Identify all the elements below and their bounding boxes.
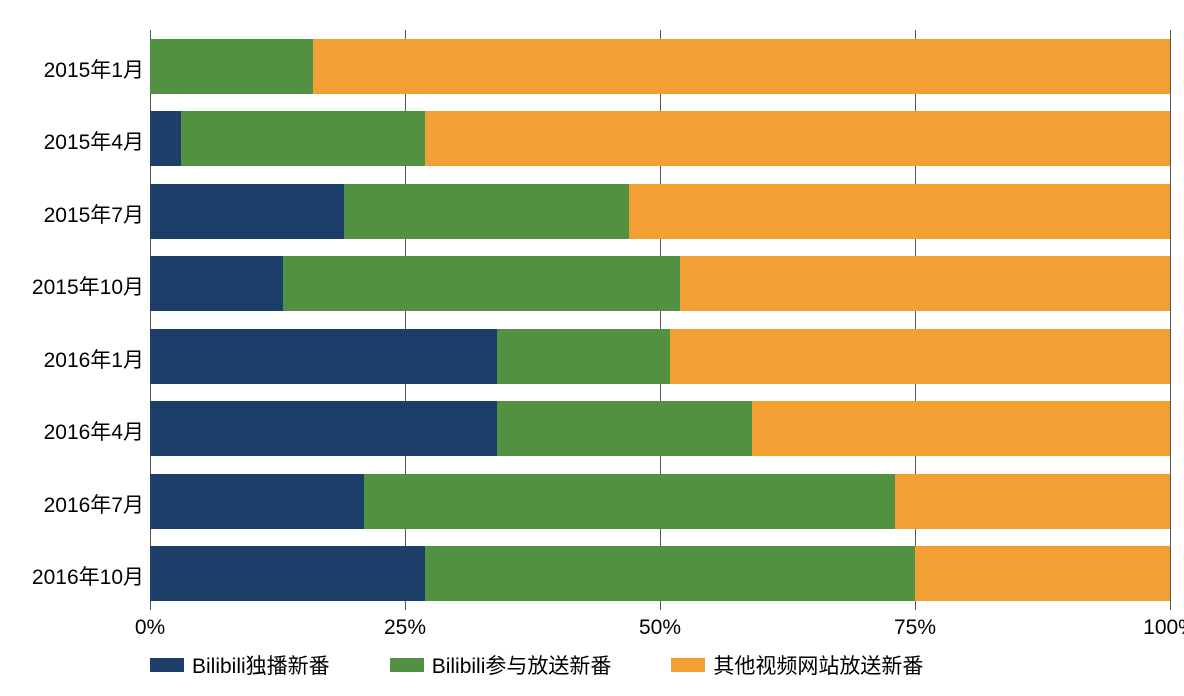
- bar-segment: [150, 546, 425, 601]
- bar-segment: [364, 474, 894, 529]
- legend: Bilibili独播新番 Bilibili参与放送新番 其他视频网站放送新番: [150, 650, 923, 680]
- bar-segment: [150, 111, 181, 166]
- bar-segment: [895, 474, 1170, 529]
- bar-row: [150, 111, 1170, 166]
- x-tick-label: 100%: [1143, 616, 1184, 640]
- bar-segment: [150, 329, 497, 384]
- bar-segment: [425, 546, 915, 601]
- bar-segment: [670, 329, 1170, 384]
- legend-swatch: [671, 658, 705, 672]
- legend-label: Bilibili独播新番: [192, 650, 330, 680]
- bar-segment: [313, 39, 1170, 94]
- gridline: [1170, 30, 1171, 610]
- bar-segment: [425, 111, 1170, 166]
- category-label: 2016年4月: [14, 416, 144, 446]
- x-tick-label: 25%: [384, 616, 426, 640]
- legend-label: Bilibili参与放送新番: [432, 650, 612, 680]
- bar-segment: [497, 401, 752, 456]
- bar-segment: [283, 256, 681, 311]
- bar-row: [150, 401, 1170, 456]
- bar-row: [150, 329, 1170, 384]
- bar-segment: [680, 256, 1170, 311]
- bar-segment: [150, 256, 283, 311]
- legend-item: Bilibili独播新番: [150, 650, 330, 680]
- bar-segment: [344, 184, 630, 239]
- category-label: 2016年10月: [14, 561, 144, 591]
- category-label: 2016年1月: [14, 344, 144, 374]
- category-label: 2016年7月: [14, 489, 144, 519]
- bar-segment: [150, 474, 364, 529]
- bar-segment: [497, 329, 670, 384]
- legend-swatch: [390, 658, 424, 672]
- bar-row: [150, 546, 1170, 601]
- legend-label: 其他视频网站放送新番: [713, 650, 923, 680]
- bar-segment: [150, 39, 313, 94]
- bar-segment: [181, 111, 426, 166]
- x-tick-label: 75%: [894, 616, 936, 640]
- category-label: 2015年4月: [14, 126, 144, 156]
- bar-segment: [629, 184, 1170, 239]
- bar-segment: [915, 546, 1170, 601]
- bar-row: [150, 474, 1170, 529]
- category-label: 2015年7月: [14, 199, 144, 229]
- x-tick-label: 50%: [639, 616, 681, 640]
- plot-area: [150, 30, 1170, 610]
- bar-segment: [150, 184, 344, 239]
- bar-segment: [150, 401, 497, 456]
- bar-row: [150, 39, 1170, 94]
- x-tick-label: 0%: [135, 616, 165, 640]
- category-label: 2015年1月: [14, 54, 144, 84]
- legend-item: 其他视频网站放送新番: [671, 650, 923, 680]
- bar-segment: [752, 401, 1170, 456]
- stacked-bar-chart: 2015年1月 2015年4月 2015年7月 2015年10月 2016年1月 2016…: [10, 20, 1174, 676]
- legend-swatch: [150, 658, 184, 672]
- category-label: 2015年10月: [14, 271, 144, 301]
- bar-row: [150, 256, 1170, 311]
- legend-item: Bilibili参与放送新番: [390, 650, 612, 680]
- bar-row: [150, 184, 1170, 239]
